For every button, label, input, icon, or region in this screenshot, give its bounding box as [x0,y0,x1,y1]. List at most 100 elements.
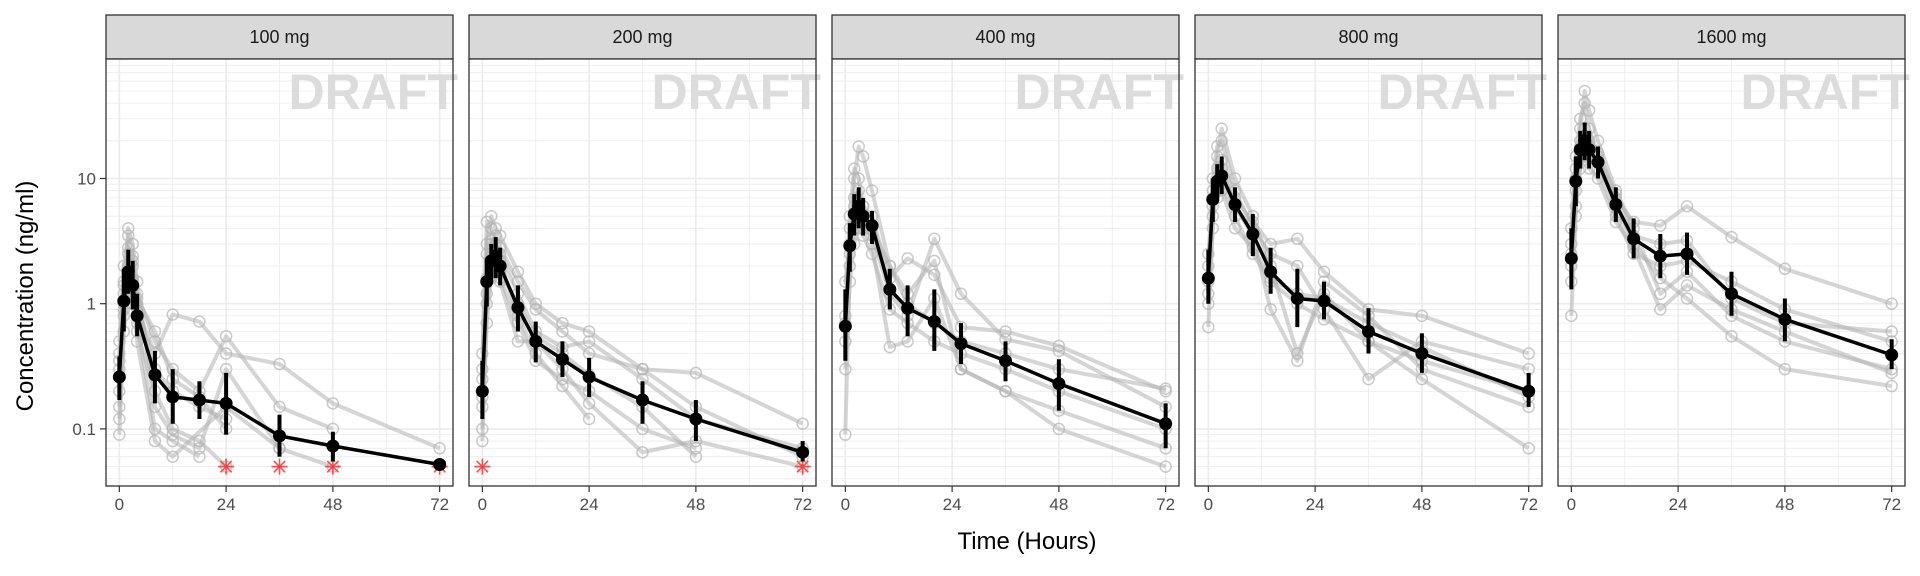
individual-point [556,325,569,338]
individual-point [852,140,865,153]
watermark-text: DRAFT [651,64,820,120]
individual-point [582,335,596,348]
facet-strip-label: 200 mg [612,27,672,47]
mean-point [1317,294,1331,308]
mean-point [1609,197,1623,211]
mean-point [1206,192,1220,206]
plot-area [1564,84,1899,393]
individual-point [856,150,870,163]
x-axis-title: Time (Hours) [957,528,1096,555]
mean-point [1264,265,1278,279]
individual-point [556,316,569,330]
mean-point [121,265,135,279]
individual-point [166,434,179,448]
y-axis-title: Concentration (ng/ml) [12,181,39,412]
mean-point [1201,271,1215,285]
individual-point [1654,219,1667,232]
individual-point [1885,297,1898,310]
individual-point [796,417,809,430]
individual-point [219,329,233,343]
individual-point [193,315,206,328]
individual-point [1362,372,1375,386]
mean-point [117,294,131,308]
mean-point [856,209,870,223]
mean-point [1778,312,1792,326]
individual-point [852,172,865,185]
mean-point [1159,417,1173,431]
mean-point [838,319,852,333]
facet-panel: 1600 mg DRAFT 0 24 48 72 [1557,14,1910,514]
individual-point [166,450,179,463]
facet-panel: 800 mg DRAFT 0 24 48 72 [1194,14,1547,514]
individual-point [1052,422,1066,436]
mean-point [1522,384,1536,398]
mean-point [1362,324,1375,338]
x-tick-label: 72 [1519,495,1538,514]
individual-point [556,379,569,393]
facet-panel: 100 mg DRAFT 0 24 48 72 0.1 1 10 [72,14,458,514]
x-tick-label: 48 [686,495,705,514]
individual-point [1680,200,1694,213]
individual-point [839,362,852,376]
mean-point [883,282,897,296]
individual-point [476,434,489,448]
mean-point [843,239,857,253]
individual-point [1415,309,1429,323]
individual-point [1885,325,1898,338]
watermark-text: DRAFT [288,64,457,120]
individual-point [166,308,179,321]
facet-strip [468,14,817,60]
individual-point [1573,112,1587,125]
individual-point [1317,265,1331,278]
facet-strip-label: 100 mg [249,27,309,47]
facet-strip [831,14,1180,60]
individual-point [839,275,852,288]
blq-marker [271,458,288,475]
individual-point [193,442,206,455]
x-tick-label: 48 [323,495,342,514]
individual-point [113,412,126,426]
mean-point [1228,197,1242,211]
x-tick-label: 72 [1882,495,1901,514]
individual-point [121,222,135,235]
panel-border [1557,58,1906,487]
mean-point [326,439,340,453]
mean-point [1591,155,1605,169]
mean-point [480,275,494,289]
mean-point [1653,249,1667,263]
individual-point [689,366,703,380]
individual-point [148,325,162,338]
mean-point [865,219,879,233]
mean-point [148,368,162,382]
mean-point [1885,348,1899,362]
individual-point [1415,372,1429,386]
x-tick-label: 72 [793,495,812,514]
individual-point [839,428,852,441]
mean-point [555,352,569,366]
individual-point [1680,292,1694,305]
individual-point [1778,262,1792,276]
mean-point [1725,287,1738,301]
x-tick-label: 48 [1049,495,1068,514]
individual-point [1778,362,1792,376]
plot-area [838,140,1173,473]
panel-border [831,58,1180,487]
mean-point [493,259,507,273]
mean-point [852,199,866,213]
individual-point [1228,222,1242,235]
mean-point [1415,347,1429,361]
mean-point [192,393,206,407]
individual-point [1522,442,1535,455]
x-tick-label: 72 [1156,495,1175,514]
mean-point [1052,377,1066,391]
individual-point [484,209,498,223]
individual-point [928,268,941,282]
plot-area [474,209,811,475]
blq-marker [218,458,235,475]
individual-point [1215,134,1228,148]
individual-point [148,434,162,448]
x-tick-label: 24 [943,495,962,514]
mean-point [433,457,447,471]
facet-panel: 400 mg DRAFT 0 24 48 72 [831,14,1184,514]
